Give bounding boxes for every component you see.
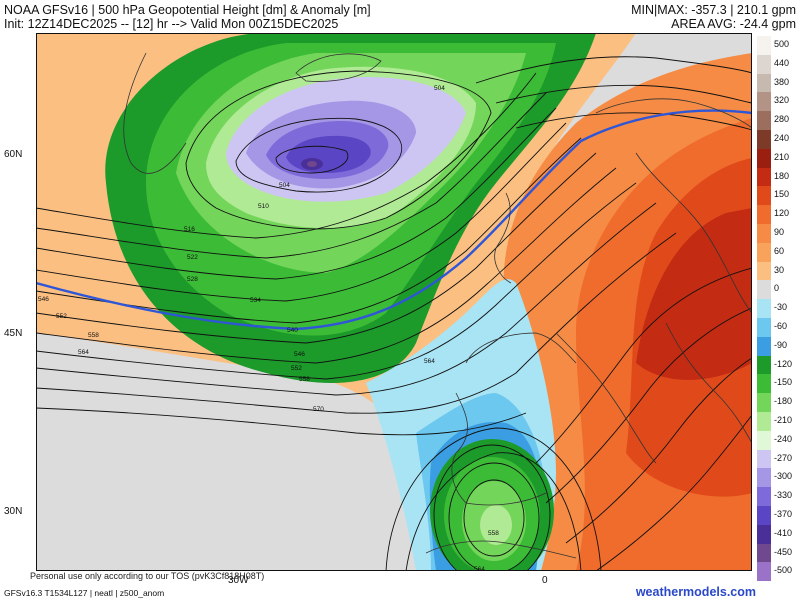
colorbar-label: -90 <box>774 339 788 350</box>
colorbar-swatch <box>757 506 771 525</box>
colorbar-label: 150 <box>774 189 790 200</box>
contour-label: 558 <box>488 530 499 537</box>
colorbar-swatch <box>757 355 771 375</box>
colorbar-label: 440 <box>774 57 790 68</box>
colorbar-swatch <box>757 130 771 149</box>
colorbar-swatch <box>757 487 771 506</box>
colorbar-label: 500 <box>774 39 790 49</box>
colorbar-swatch <box>757 449 771 469</box>
colorbar-swatch <box>757 543 771 563</box>
colorbar-swatch <box>757 111 771 130</box>
colorbar-label: 240 <box>774 133 790 143</box>
colorbar-label: 90 <box>774 227 785 237</box>
colorbar-swatch <box>757 242 771 262</box>
contour-label: 528 <box>187 276 198 283</box>
colorbar-label: 120 <box>774 208 790 219</box>
contour-label: 504 <box>434 85 445 92</box>
colorbar-label: -150 <box>774 377 793 388</box>
colorbar-label: -270 <box>774 452 793 463</box>
contour-labels: 504 510 516 522 528 534 540 546 552 558 … <box>38 85 499 571</box>
colorbar-swatch <box>757 412 771 431</box>
colorbar-swatch <box>757 280 771 300</box>
colorbar-label: 30 <box>774 264 785 275</box>
colorbar-label: -330 <box>774 490 793 501</box>
coastlines <box>123 52 752 559</box>
ridge-peak <box>636 208 752 380</box>
colorbar-label: -500 <box>774 565 793 576</box>
model-footer: GFSv16.3 T1534L127 | neatl | z500_anom <box>4 588 165 598</box>
colorbar-swatch <box>757 430 771 450</box>
contour-label: 546 <box>294 351 305 358</box>
contour-label: 570 <box>313 406 324 413</box>
colorbar-swatch <box>757 224 771 243</box>
colorbar-label: -60 <box>774 321 788 331</box>
colorbar-label: 180 <box>774 170 790 181</box>
colorbar-swatch <box>757 336 771 356</box>
height-contours <box>36 56 752 571</box>
min-max-readout: MIN|MAX: -357.3 | 210.1 gpm <box>631 3 796 17</box>
colorbar-swatch <box>757 54 771 74</box>
colorbar-label: 0 <box>774 283 780 294</box>
colorbar-label: -450 <box>774 546 793 557</box>
colorbar-swatch <box>757 299 771 318</box>
anomaly-map: 504 510 516 522 528 534 540 546 552 558 … <box>36 33 752 571</box>
contour-label: 540 <box>287 327 298 334</box>
colorbar-swatch <box>757 318 771 337</box>
contour-label: 552 <box>291 365 302 372</box>
contour-label: 558 <box>88 332 99 339</box>
area-average-readout: AREA AVG: -24.4 gpm <box>671 17 796 31</box>
colorbar-label: 320 <box>774 95 790 106</box>
contour-label: 552 <box>56 313 67 320</box>
contour-label: 564 <box>78 349 89 356</box>
colorbar-label: -240 <box>774 433 793 444</box>
colorbar-swatch <box>757 524 771 544</box>
contour-label: 546 <box>38 296 49 303</box>
contour-label: 516 <box>184 226 195 233</box>
colorbar-swatch <box>757 468 771 488</box>
lon-label-30w: 30W <box>228 575 249 586</box>
trough-center <box>307 161 317 167</box>
colorbar-label: 210 <box>774 151 790 162</box>
contour-label: 522 <box>187 254 198 261</box>
colorbar-label: -180 <box>774 396 793 407</box>
lat-label-60n: 60N <box>4 149 23 160</box>
contour-540-highlight <box>36 109 752 331</box>
brand-link[interactable]: weathermodels.com <box>635 585 756 599</box>
contour-label: 534 <box>250 297 261 304</box>
colorbar-swatch <box>757 374 771 394</box>
colorbar-label: -120 <box>774 358 793 369</box>
lat-label-30n: 30N <box>4 506 23 517</box>
colorbar-label: 60 <box>774 245 785 256</box>
lon-label-0: 0 <box>542 575 548 586</box>
tos-notice: Personal use only according to our TOS (… <box>30 571 265 581</box>
contour-label: 510 <box>258 203 269 210</box>
colorbar-swatch <box>757 167 771 187</box>
chart-title: NOAA GFSv16 | 500 hPa Geopotential Heigh… <box>4 3 371 17</box>
colorbar-label: -30 <box>774 302 788 313</box>
colorbar-swatch <box>757 73 771 93</box>
colorbar-swatch <box>757 148 771 168</box>
colorbar-swatch <box>757 36 771 55</box>
contour-label: 564 <box>474 566 485 571</box>
colorbar-label: 280 <box>774 114 790 125</box>
colorbar-swatch <box>757 92 771 112</box>
colorbar-swatch <box>757 205 771 224</box>
contour-label: 564 <box>424 358 435 365</box>
lat-label-45n: 45N <box>4 328 23 339</box>
init-valid-line: Init: 12Z14DEC2025 -- [12] hr --> Valid … <box>4 17 339 31</box>
colorbar-swatch <box>757 186 771 206</box>
contour-label: 558 <box>299 376 310 383</box>
colorbar-label: -370 <box>774 509 793 519</box>
colorbar-label: -210 <box>774 415 793 425</box>
cutoff-low-core <box>480 505 512 545</box>
colorbar-label: -410 <box>774 527 793 538</box>
colorbar-swatch <box>757 393 771 412</box>
colorbar-swatch <box>757 562 771 582</box>
colorbar-swatch <box>757 261 771 281</box>
contour-label: 504 <box>279 182 290 189</box>
colorbar-label: 380 <box>774 76 790 87</box>
colorbar-label: -300 <box>774 471 793 482</box>
